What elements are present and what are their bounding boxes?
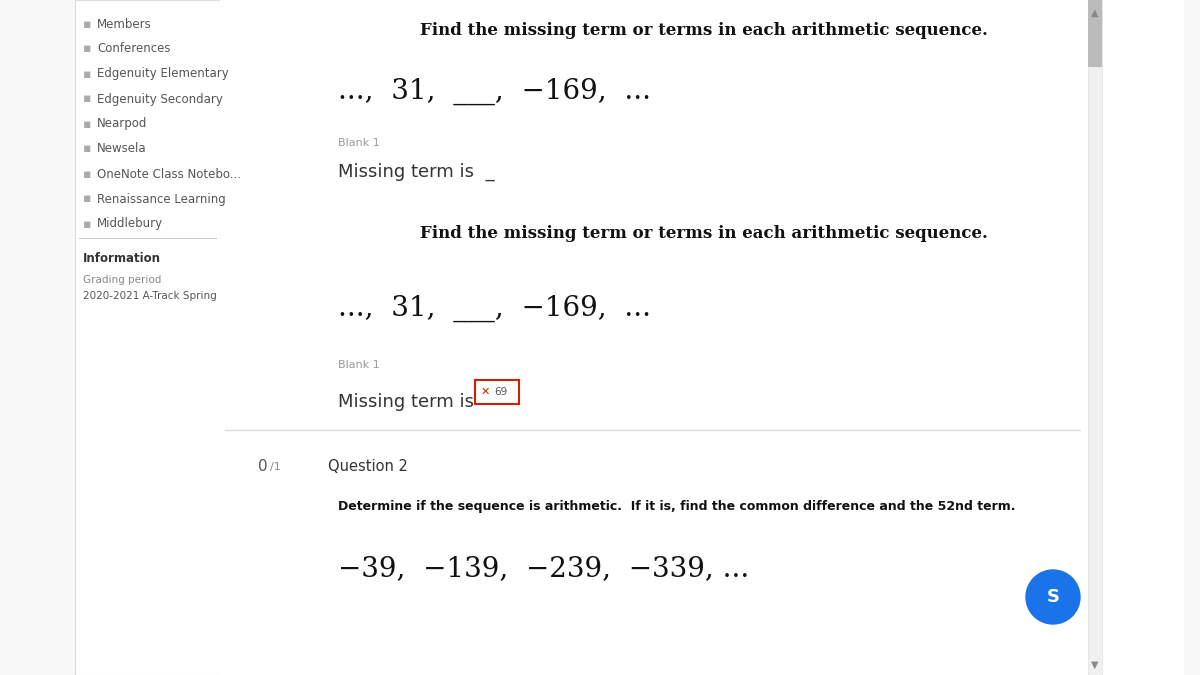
Text: Blank 1: Blank 1 <box>338 360 379 370</box>
Text: Information: Information <box>83 252 161 265</box>
Text: ...,  31,  ___,  −169,  ...: ..., 31, ___, −169, ... <box>338 78 650 105</box>
Text: Missing term is: Missing term is <box>338 393 474 411</box>
Text: Determine if the sequence is arithmetic.  If it is, find the common difference a: Determine if the sequence is arithmetic.… <box>338 500 1015 513</box>
Text: Renaissance Learning: Renaissance Learning <box>97 192 226 205</box>
Text: Blank 1: Blank 1 <box>338 138 379 148</box>
Text: Nearpod: Nearpod <box>97 117 148 130</box>
Text: ✕: ✕ <box>481 387 491 397</box>
Text: Newsela: Newsela <box>97 142 146 155</box>
Text: S: S <box>1046 588 1060 606</box>
Text: ▪: ▪ <box>83 18 91 30</box>
Text: ▪: ▪ <box>83 167 91 180</box>
Text: Edgenuity Secondary: Edgenuity Secondary <box>97 92 223 105</box>
FancyBboxPatch shape <box>1088 0 1102 67</box>
Text: 0: 0 <box>258 459 268 474</box>
Text: ▪: ▪ <box>83 217 91 230</box>
Text: −39,  −139,  −239,  −339, ...: −39, −139, −239, −339, ... <box>338 555 749 582</box>
FancyBboxPatch shape <box>1088 0 1102 675</box>
Text: Find the missing term or terms in each arithmetic sequence.: Find the missing term or terms in each a… <box>420 22 988 39</box>
FancyBboxPatch shape <box>74 0 220 675</box>
Text: Edgenuity Elementary: Edgenuity Elementary <box>97 68 229 80</box>
Text: Conferences: Conferences <box>97 43 170 55</box>
Text: /1: /1 <box>270 462 281 472</box>
FancyBboxPatch shape <box>475 380 520 404</box>
Text: Find the missing term or terms in each arithmetic sequence.: Find the missing term or terms in each a… <box>420 225 988 242</box>
Text: Question 2: Question 2 <box>328 459 408 474</box>
Text: ▪: ▪ <box>83 142 91 155</box>
Text: ▪: ▪ <box>83 68 91 80</box>
Text: Missing term is  _: Missing term is _ <box>338 163 494 182</box>
Text: Middlebury: Middlebury <box>97 217 163 230</box>
Text: Members: Members <box>97 18 151 30</box>
Text: ▪: ▪ <box>83 117 91 130</box>
Text: OneNote Class Notebo...: OneNote Class Notebo... <box>97 167 241 180</box>
Text: ▪: ▪ <box>83 92 91 105</box>
Text: Grading period: Grading period <box>83 275 161 285</box>
Text: 69: 69 <box>494 387 508 397</box>
FancyBboxPatch shape <box>220 0 1184 675</box>
Text: ▪: ▪ <box>83 43 91 55</box>
Text: ▲: ▲ <box>1091 8 1099 18</box>
Text: ...,  31,  ___,  −169,  ...: ..., 31, ___, −169, ... <box>338 295 650 322</box>
Text: ▼: ▼ <box>1091 660 1099 670</box>
Circle shape <box>1026 570 1080 624</box>
Text: ▪: ▪ <box>83 192 91 205</box>
Text: 2020-2021 A-Track Spring: 2020-2021 A-Track Spring <box>83 291 217 301</box>
